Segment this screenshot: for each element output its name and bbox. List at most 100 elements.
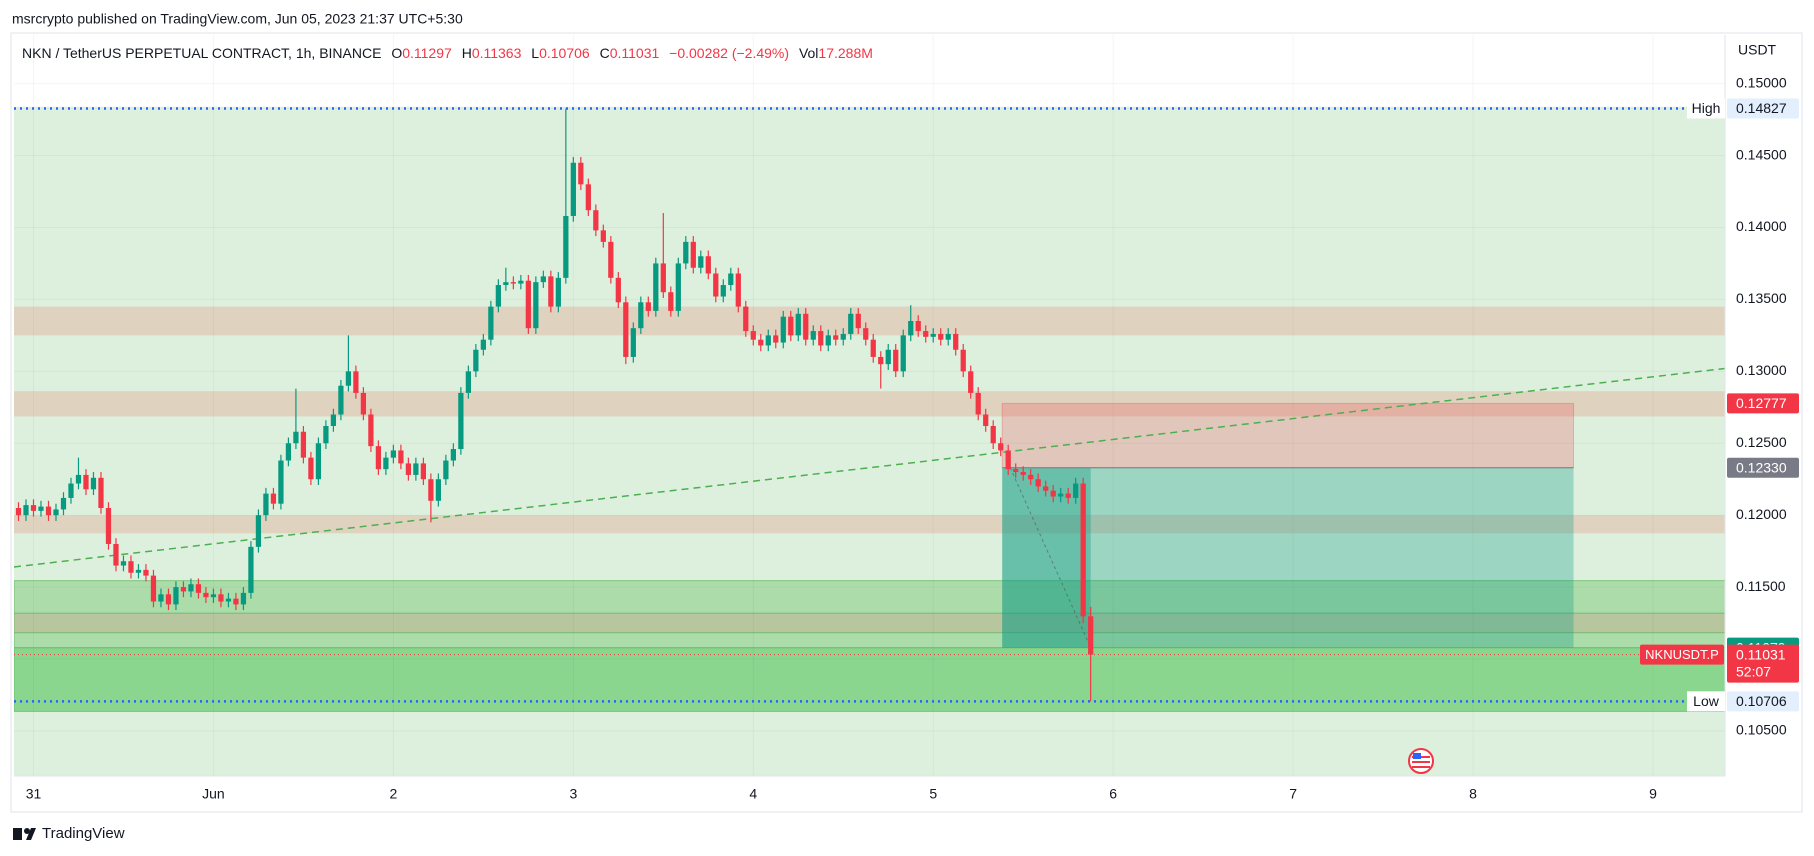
position-target [1002,467,1574,648]
candle-body [195,584,202,593]
candle-body [840,333,846,340]
candle-body [68,483,74,498]
zone [14,391,1725,417]
candle-body [255,515,262,547]
price-tag: Low [1693,693,1720,709]
candle-body [368,414,374,447]
candle-body [1043,486,1049,491]
last-price-box [1640,644,1724,665]
frame [10,32,1803,813]
candle-body [1035,479,1041,487]
candle-body [930,333,936,337]
candle-body [570,162,576,216]
price-label: 0.14827 [1736,100,1787,116]
x-tick-label: 9 [1649,786,1657,802]
candle-body [338,385,344,415]
candle-body [315,443,322,480]
candle-body [150,575,157,602]
x-tick-label: 8 [1469,786,1477,802]
candle-body [945,333,951,340]
candle-body [435,479,442,501]
position-stop [1001,402,1575,469]
candle-body [855,313,861,329]
candle-body [90,477,97,490]
candle-body [285,443,292,461]
candle-body [98,477,104,508]
candle-body [645,302,651,311]
candle-body [518,280,524,284]
candle-body [120,561,127,566]
candle-body [660,263,666,293]
candle-body [1020,472,1026,475]
candle-body [428,479,434,501]
candle-body [480,339,486,350]
candle-body [360,392,367,415]
candle-body [818,331,824,346]
candle-body [810,331,816,340]
candle-body [503,282,509,286]
candle-body [578,162,584,185]
candle-body [900,335,906,372]
price-tag: High [1692,100,1721,116]
candle-body [308,457,314,480]
y-tick-label: 0.12500 [1736,434,1787,450]
candle-body [968,371,974,393]
last-price-box [1727,644,1799,683]
last-price-label: 0.11031 [1736,646,1786,662]
ohlc-key: C [600,45,610,61]
y-tick-label: 0.11500 [1736,578,1786,594]
countdown: 52:07 [1736,663,1771,679]
candle-body [53,509,59,516]
candle-body [705,256,711,274]
footer-brand: TradingView [42,825,125,842]
candle-body [525,280,531,329]
candle-body [488,306,494,340]
candle-body [870,339,876,357]
candle-body [158,594,164,602]
ohlc-value: 0.11363 [472,45,522,61]
candle-body [405,463,412,475]
y-tick-label: 0.13000 [1736,362,1787,378]
candle-body [878,356,884,365]
candle-body [105,507,112,544]
candle-body [15,507,22,516]
candle-body [165,594,172,605]
candle-body [45,506,52,516]
y-tick-label: 0.14500 [1736,146,1787,162]
candle-body [353,371,359,393]
candle-body [1058,493,1064,497]
candle-body [548,276,554,307]
candle-body [593,210,599,231]
x-tick-label: 31 [26,786,42,802]
footer-logo: TradingView [13,825,125,842]
event-flag [1413,753,1421,759]
candle-body [908,320,914,336]
candle-body [300,431,307,458]
candle-body [735,273,741,307]
candle-body [465,371,471,393]
candle-body [1050,490,1056,497]
candle-body [233,598,239,605]
x-tick-label: 2 [389,786,397,802]
x-tick-label: 7 [1289,786,1297,802]
plot-area [14,35,1725,776]
candle-body [615,277,621,303]
symbol-title: NKN / TetherUS PERPETUAL CONTRACT, 1h, B… [22,45,381,61]
candle-body [998,443,1004,451]
x-tick-label: Jun [202,786,225,802]
candle-body [960,349,966,372]
candle-body [675,263,681,311]
logo-shape [26,828,36,840]
candle-body [218,594,224,602]
candle-body [743,306,749,332]
candle-body [690,241,696,268]
candle-body [173,587,179,605]
candle-body [203,592,209,598]
candle-body [803,313,809,340]
candle-body [495,285,501,307]
candle-body [773,335,779,343]
candle-body [938,333,944,340]
volume-value: 17.288M [818,45,872,61]
candle-body [75,474,82,484]
